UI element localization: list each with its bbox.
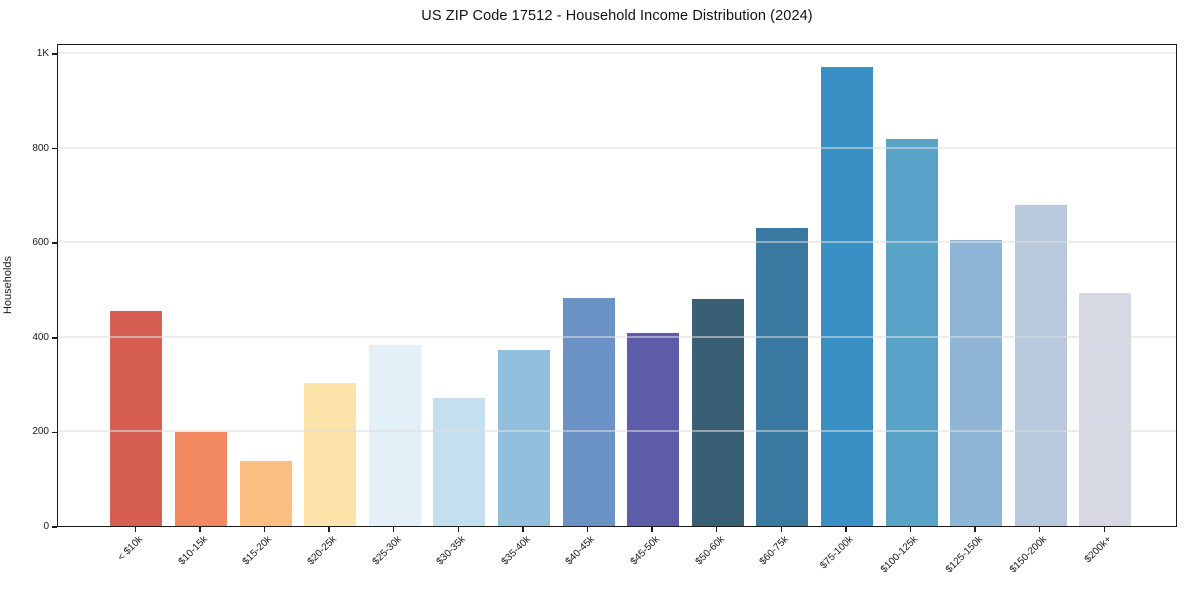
x-tick-mark xyxy=(199,527,201,532)
x-tick-mark xyxy=(328,527,330,532)
y-tick-mark xyxy=(52,526,57,528)
y-tick-mark xyxy=(52,431,57,434)
x-tick-mark xyxy=(522,527,524,532)
x-tick-mark xyxy=(909,527,912,532)
x-tick-label-$150-200k: $150-200k xyxy=(1008,534,1050,576)
x-tick-label-$15-20k: $15-20k xyxy=(240,534,275,568)
y-tick-label-600: 600 xyxy=(32,237,49,249)
bar-$50-60k xyxy=(691,298,744,526)
x-tick-label-$10-15k: $10-15k xyxy=(176,534,210,568)
bar-$35-40k xyxy=(497,349,550,526)
bar-$15-20k xyxy=(239,460,292,526)
x-tick-label-$30-35k: $30-35k xyxy=(434,534,469,568)
x-tick-label-$20-25k: $20-25k xyxy=(305,534,339,568)
bar-$10-15k xyxy=(174,432,227,526)
x-tick-label-$100-125k: $100-125k xyxy=(879,534,921,576)
x-tick-label-$200k+: $200k+ xyxy=(1082,534,1115,566)
bar-$20-25k xyxy=(304,382,357,526)
bar-$200k+ xyxy=(1079,293,1132,526)
x-tick-label-$50-60k: $50-60k xyxy=(693,534,727,568)
x-tick-mark xyxy=(263,527,266,532)
bar-$125-150k xyxy=(950,239,1003,526)
x-tick-mark xyxy=(845,527,847,532)
x-tick-mark xyxy=(715,527,718,532)
x-tick-mark xyxy=(651,527,653,532)
x-tick-mark xyxy=(974,527,976,532)
gridline-1K xyxy=(58,52,1176,54)
x-tick-mark xyxy=(780,527,783,532)
y-axis-title: Households xyxy=(2,255,14,315)
x-tick-label-$25-30k: $25-30k xyxy=(370,534,404,568)
y-tick-mark xyxy=(52,147,57,150)
x-tick-mark xyxy=(586,527,589,532)
x-tick-mark xyxy=(392,527,395,532)
bar-$150-200k xyxy=(1014,204,1067,526)
gridline-600 xyxy=(58,241,1176,244)
bar-$30-35k xyxy=(433,398,486,526)
y-tick-mark xyxy=(52,242,57,244)
bar-$45-50k xyxy=(627,333,680,526)
x-tick-label-$35-40k: $35-40k xyxy=(499,534,533,568)
gridline-800 xyxy=(58,146,1176,149)
chart-title: US ZIP Code 17512 - Household Income Dis… xyxy=(421,8,813,24)
x-tick-label-$75-100k: $75-100k xyxy=(818,534,856,572)
y-tick-mark xyxy=(52,53,57,55)
x-tick-label-$45-50k: $45-50k xyxy=(628,534,662,568)
x-tick-label-$40-45k: $40-45k xyxy=(563,534,598,568)
x-tick-label-< $10k: < $10k xyxy=(115,534,146,564)
y-tick-mark xyxy=(52,337,57,339)
y-tick-label-400: 400 xyxy=(32,331,49,343)
x-tick-mark xyxy=(457,527,460,532)
y-tick-label-0: 0 xyxy=(43,521,49,532)
bar-$75-100k xyxy=(820,67,873,526)
bar-< $10k xyxy=(110,310,163,526)
bar-$25-30k xyxy=(368,345,421,526)
x-tick-label-$60-75k: $60-75k xyxy=(757,534,792,568)
x-tick-mark xyxy=(1038,527,1041,532)
bar-$60-75k xyxy=(756,228,809,526)
x-tick-mark xyxy=(1103,527,1106,532)
x-tick-label-$125-150k: $125-150k xyxy=(943,534,985,576)
bar-$40-45k xyxy=(562,298,615,526)
y-tick-label-200: 200 xyxy=(32,426,49,438)
gridline-400 xyxy=(58,335,1176,338)
y-tick-label-800: 800 xyxy=(32,142,49,154)
bar-$100-125k xyxy=(885,139,938,526)
x-tick-mark xyxy=(134,527,137,532)
plot-area xyxy=(57,44,1177,527)
y-tick-label-1K: 1K xyxy=(36,48,49,59)
